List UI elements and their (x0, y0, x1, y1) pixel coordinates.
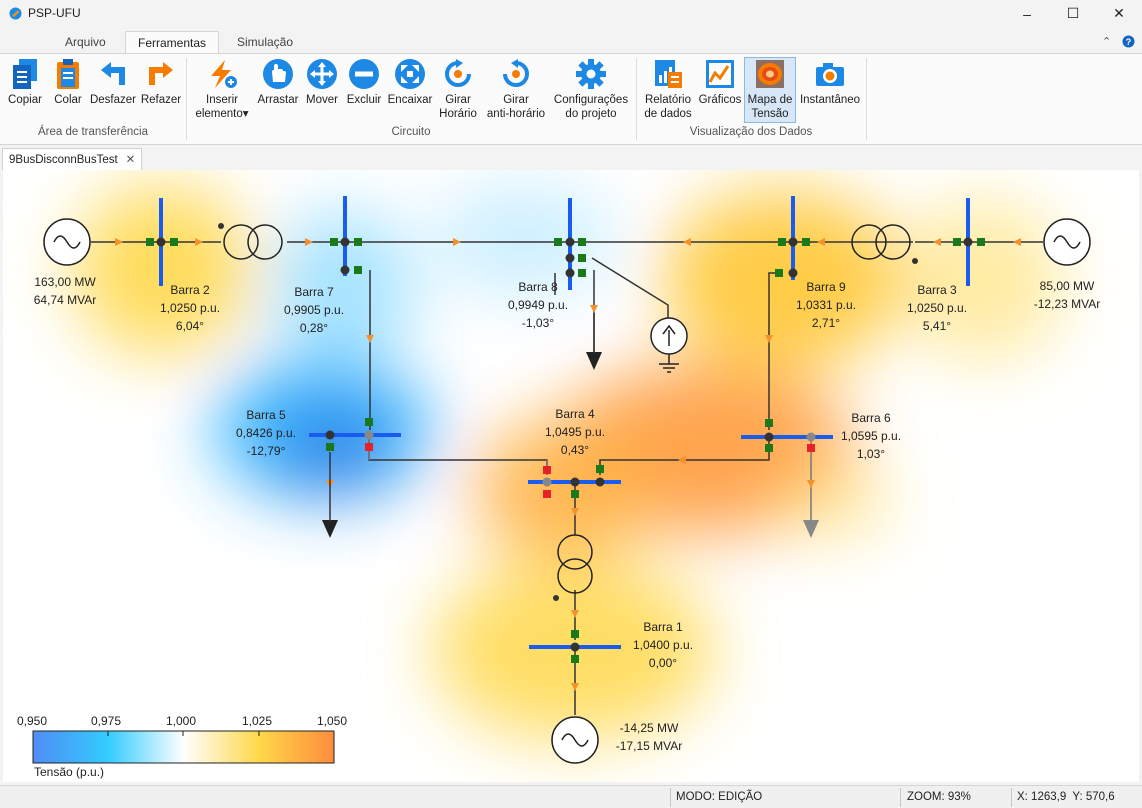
minus-delete-icon (349, 59, 379, 89)
redo-button[interactable]: Refazer (139, 58, 183, 107)
insert-element-button[interactable]: Inserir elemento▾ (190, 58, 254, 121)
legend-tick-label: 0,950 (17, 714, 48, 728)
fit-expand-icon (395, 59, 425, 89)
close-button[interactable]: ✕ (1113, 5, 1125, 21)
status-divider (670, 788, 671, 807)
status-divider (900, 788, 901, 807)
load-symbols (322, 313, 819, 538)
legend-tick-label: 1,025 (242, 714, 273, 728)
rotate-clockwise-button[interactable]: Girar Horário (436, 58, 480, 121)
rotate-clockwise-icon (445, 59, 471, 87)
tab-ferramentas[interactable]: Ferramentas (125, 31, 220, 54)
report-icon (655, 60, 682, 88)
undo-button[interactable]: Desfazer (88, 58, 138, 107)
undo-icon (101, 62, 125, 85)
title-bar: PSP-UFU – ☐ ✕ (0, 0, 1142, 27)
maximize-button[interactable]: ☐ (1066, 5, 1080, 21)
charts-button[interactable]: Gráficos (697, 58, 743, 107)
close-tab-icon[interactable]: ✕ (125, 154, 136, 166)
open-breakers (365, 443, 815, 498)
bus-label: Barra 1 1,0400 p.u. 0,00° (632, 620, 694, 670)
generator-label: -14,25 MW -17,15 MVAr (615, 721, 683, 753)
copy-icon (13, 59, 37, 89)
move-arrows-icon (307, 59, 337, 89)
group-label-circuit: Circuito (391, 126, 431, 138)
fit-button[interactable]: Encaixar (386, 58, 434, 107)
bus-label: Barra 5 0,8426 p.u. -12,79° (235, 408, 297, 458)
minimize-button[interactable]: – (1023, 5, 1031, 22)
paste-icon (57, 59, 79, 89)
legend-tick-label: 0,975 (91, 714, 122, 728)
gear-icon (576, 59, 606, 89)
legend-tick-label: 1,050 (317, 714, 348, 728)
project-settings-button[interactable]: Configurações do projeto (551, 58, 631, 121)
copy-button[interactable]: Copiar (6, 58, 44, 107)
snapshot-button[interactable]: Instantâneo (798, 58, 862, 107)
svg-text:?: ? (1126, 37, 1132, 47)
status-divider (1011, 788, 1012, 807)
bus-label: Barra 2 1,0250 p.u. 6,04° (159, 283, 221, 333)
generator-label: 163,00 MW 64,74 MVAr (33, 275, 97, 307)
bus-label: Barra 8 0,9949 p.u. -1,03° (507, 280, 569, 330)
voltage-map-button[interactable]: Mapa de Tensão (744, 57, 796, 123)
circuit-canvas[interactable]: Barra 2 1,0250 p.u. 6,04° Barra 7 0,9905 p.… (3, 170, 1139, 782)
status-bar: MODO: EDIÇÃO ZOOM: 93% X: 1263,9 Y: 570,… (0, 785, 1142, 808)
group-label-clipboard: Área de transferência (38, 126, 148, 138)
redo-icon (149, 62, 173, 85)
legend-title: Tensão (p.u.) (34, 765, 105, 779)
line-chart-icon (706, 60, 734, 88)
drag-button[interactable]: Arrastar (255, 58, 301, 107)
legend-tick-label: 1,000 (166, 714, 197, 728)
move-button[interactable]: Mover (302, 58, 342, 107)
bus-label: Barra 9 1,0331 p.u. 2,71° (795, 280, 857, 330)
insert-lightning-icon (211, 60, 237, 88)
group-label-view: Visualização dos Dados (689, 126, 813, 138)
help-icon[interactable]: ? (1122, 35, 1135, 48)
camera-icon (816, 63, 844, 86)
ribbon-toolbar: Copiar Colar Desfazer Refazer Área de tr… (0, 53, 1142, 145)
rotate-counterclockwise-icon (503, 59, 529, 87)
tab-simulacao[interactable]: Simulação (237, 35, 294, 49)
heatmap-icon (756, 60, 784, 88)
data-report-button[interactable]: Relatório de dados (640, 58, 696, 121)
rotate-counterclockwise-button[interactable]: Girar anti-horário (482, 58, 550, 121)
bus-label: Barra 3 1,0250 p.u. 5,41° (906, 283, 968, 333)
generator-label: 85,00 MW -12,23 MVAr (1033, 279, 1101, 311)
ribbon-tabs: Arquivo Ferramentas Simulação ⌃ ? (0, 27, 1142, 54)
voltage-heatmap (32, 185, 1091, 764)
status-mode: MODO: EDIÇÃO (676, 791, 763, 803)
paste-button[interactable]: Colar (50, 58, 86, 107)
bus-nodes (156, 223, 973, 652)
status-zoom: ZOOM: 93% (907, 791, 971, 803)
group-separator (866, 58, 867, 140)
compensator-symbol (650, 317, 688, 373)
heatmap-layer (73, 185, 1063, 740)
app-logo-icon (9, 7, 22, 20)
legend-ticks (32, 731, 335, 736)
breakers (146, 238, 985, 663)
generator-symbols (43, 218, 1091, 764)
legend-color-bar (32, 730, 335, 764)
group-separator (636, 58, 637, 140)
group-separator (186, 58, 187, 140)
document-tab[interactable]: 9BusDisconnBusTest ✕ (2, 148, 143, 170)
delete-button[interactable]: Excluir (344, 58, 384, 107)
collapse-ribbon-icon[interactable]: ⌃ (1102, 36, 1112, 48)
bus-label: Barra 6 1,0595 p.u. 1,03° (840, 411, 902, 461)
transformer-symbols (223, 224, 911, 594)
document-tabs: 9BusDisconnBusTest ✕ (0, 146, 1142, 170)
tab-arquivo[interactable]: Arquivo (65, 35, 106, 49)
window-title: PSP-UFU (28, 6, 81, 20)
status-coordinates: X: 1263,9 Y: 570,6 (1017, 791, 1115, 803)
hand-drag-icon (263, 59, 293, 89)
bus-label: Barra 7 0,9905 p.u. 0,28° (283, 285, 345, 335)
bus-label: Barra 4 1,0495 p.u. 0,43° (544, 407, 606, 457)
